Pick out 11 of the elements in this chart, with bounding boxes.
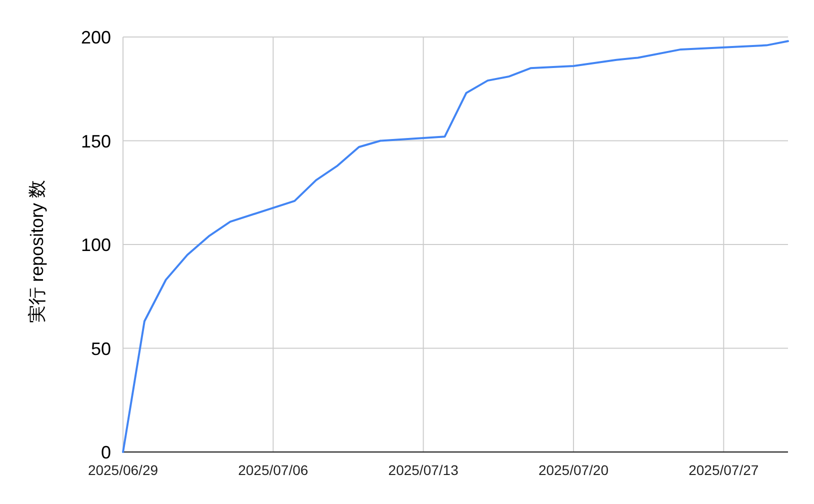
x-tick-label: 2025/07/13 bbox=[388, 462, 459, 478]
y-axis-title: 実行 repository 数 bbox=[27, 180, 47, 324]
y-tick-label: 150 bbox=[80, 131, 111, 152]
x-tick-label: 2025/07/20 bbox=[538, 462, 609, 478]
x-tick-label: 2025/06/29 bbox=[88, 462, 158, 478]
y-tick-label: 50 bbox=[90, 338, 111, 359]
y-tick-label: 0 bbox=[100, 442, 111, 462]
x-tick-label: 2025/07/27 bbox=[688, 462, 759, 478]
y-tick-label: 100 bbox=[80, 235, 111, 255]
x-tick-label: 2025/07/06 bbox=[238, 462, 308, 478]
y-tick-label: 200 bbox=[80, 28, 111, 48]
